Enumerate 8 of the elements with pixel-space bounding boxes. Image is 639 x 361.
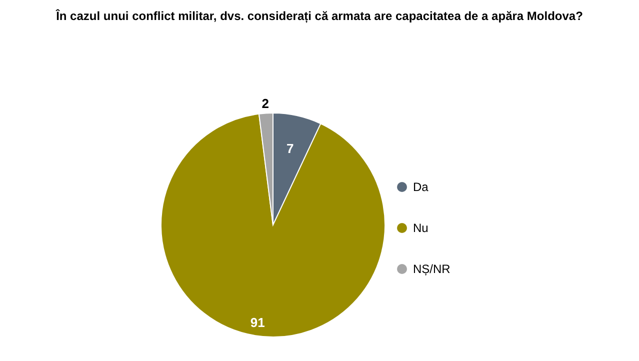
data-label: 7 [286, 141, 294, 156]
chart-title: În cazul unui conflict militar, dvs. considerați că armata are capacitatea de a apăra Moldova? [55, 9, 583, 23]
data-label: 2 [262, 96, 269, 111]
pie-slice [160, 113, 386, 338]
data-label: 91 [250, 314, 265, 330]
legend-label: Da [413, 180, 429, 194]
legend-label: Nu [413, 221, 428, 236]
legend-label: NȘ/NR [413, 262, 451, 276]
